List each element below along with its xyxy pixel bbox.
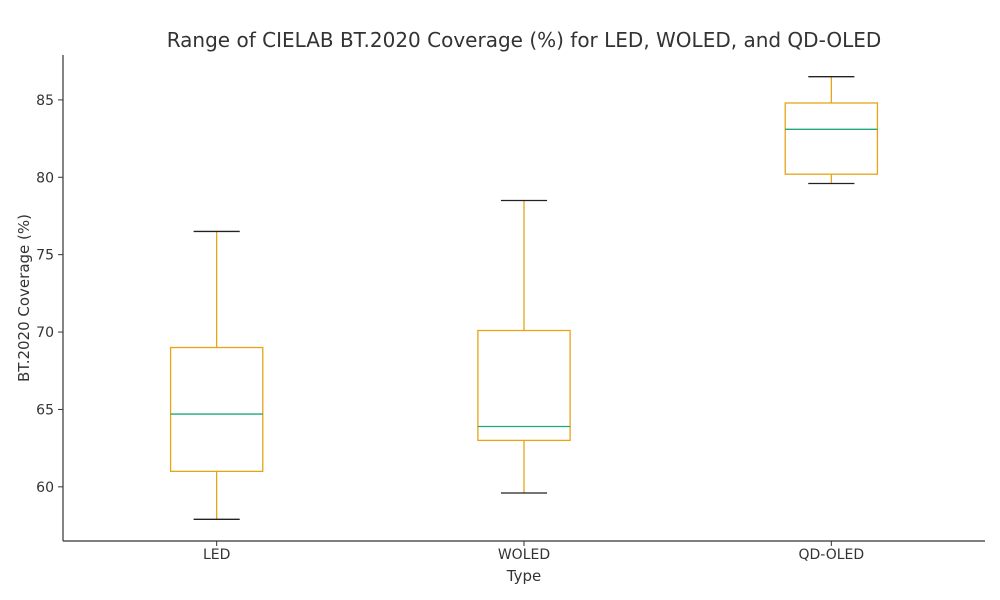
x-tick-label: WOLED (498, 547, 550, 563)
y-tick-label: 85 (36, 93, 54, 109)
x-tick-label: QD-OLED (798, 547, 864, 563)
box-woled (477, 329, 571, 442)
y-tick-label: 65 (36, 402, 54, 418)
x-tick-label: LED (203, 547, 230, 563)
box-qd-oled (784, 102, 879, 175)
x-axis-label: Type (506, 567, 541, 585)
y-tick-label: 60 (36, 480, 54, 496)
y-tick-label: 80 (36, 170, 54, 186)
y-axis-label: BT.2020 Coverage (%) (15, 214, 33, 382)
box-led (169, 346, 264, 473)
y-tick-label: 75 (36, 248, 54, 264)
chart-title: Range of CIELAB BT.2020 Coverage (%) for… (167, 28, 882, 52)
y-tick-label: 70 (36, 325, 54, 341)
